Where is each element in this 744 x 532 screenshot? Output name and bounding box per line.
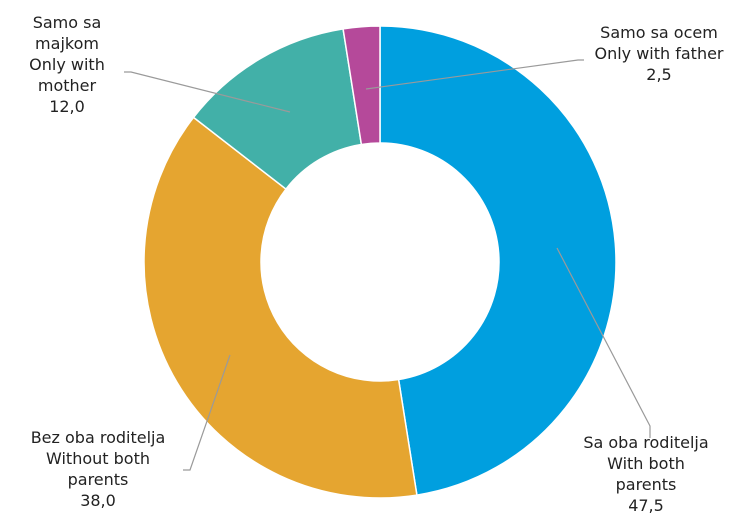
value-label-without-both-parents: 38,0 <box>80 491 116 510</box>
slice-with-both-parents <box>379 25 617 496</box>
slice-only-with-father <box>342 25 381 146</box>
leader-with-both-parents <box>556 247 651 438</box>
value-label-with-both-parents: 47,5 <box>628 496 664 515</box>
value-label-only-with-mother: 12,0 <box>49 97 85 116</box>
label-only-with-mother: Samo sa majkom Only with mother 12,0 <box>6 12 128 117</box>
slice-without-both-parents <box>143 116 418 499</box>
leader-lines <box>124 59 651 471</box>
leader-without-both-parents <box>183 354 231 471</box>
label-only-with-father: Samo sa ocem Only with father 2,5 <box>580 22 738 85</box>
label-with-both-parents: Sa oba roditelja With both parents 47,5 <box>566 432 726 516</box>
value-label-only-with-father: 2,5 <box>646 65 672 84</box>
donut-slices <box>143 25 617 499</box>
leader-only-with-mother <box>124 71 291 113</box>
label-without-both-parents: Bez oba roditelja Without both parents 3… <box>6 427 190 511</box>
leader-only-with-father <box>365 59 584 90</box>
